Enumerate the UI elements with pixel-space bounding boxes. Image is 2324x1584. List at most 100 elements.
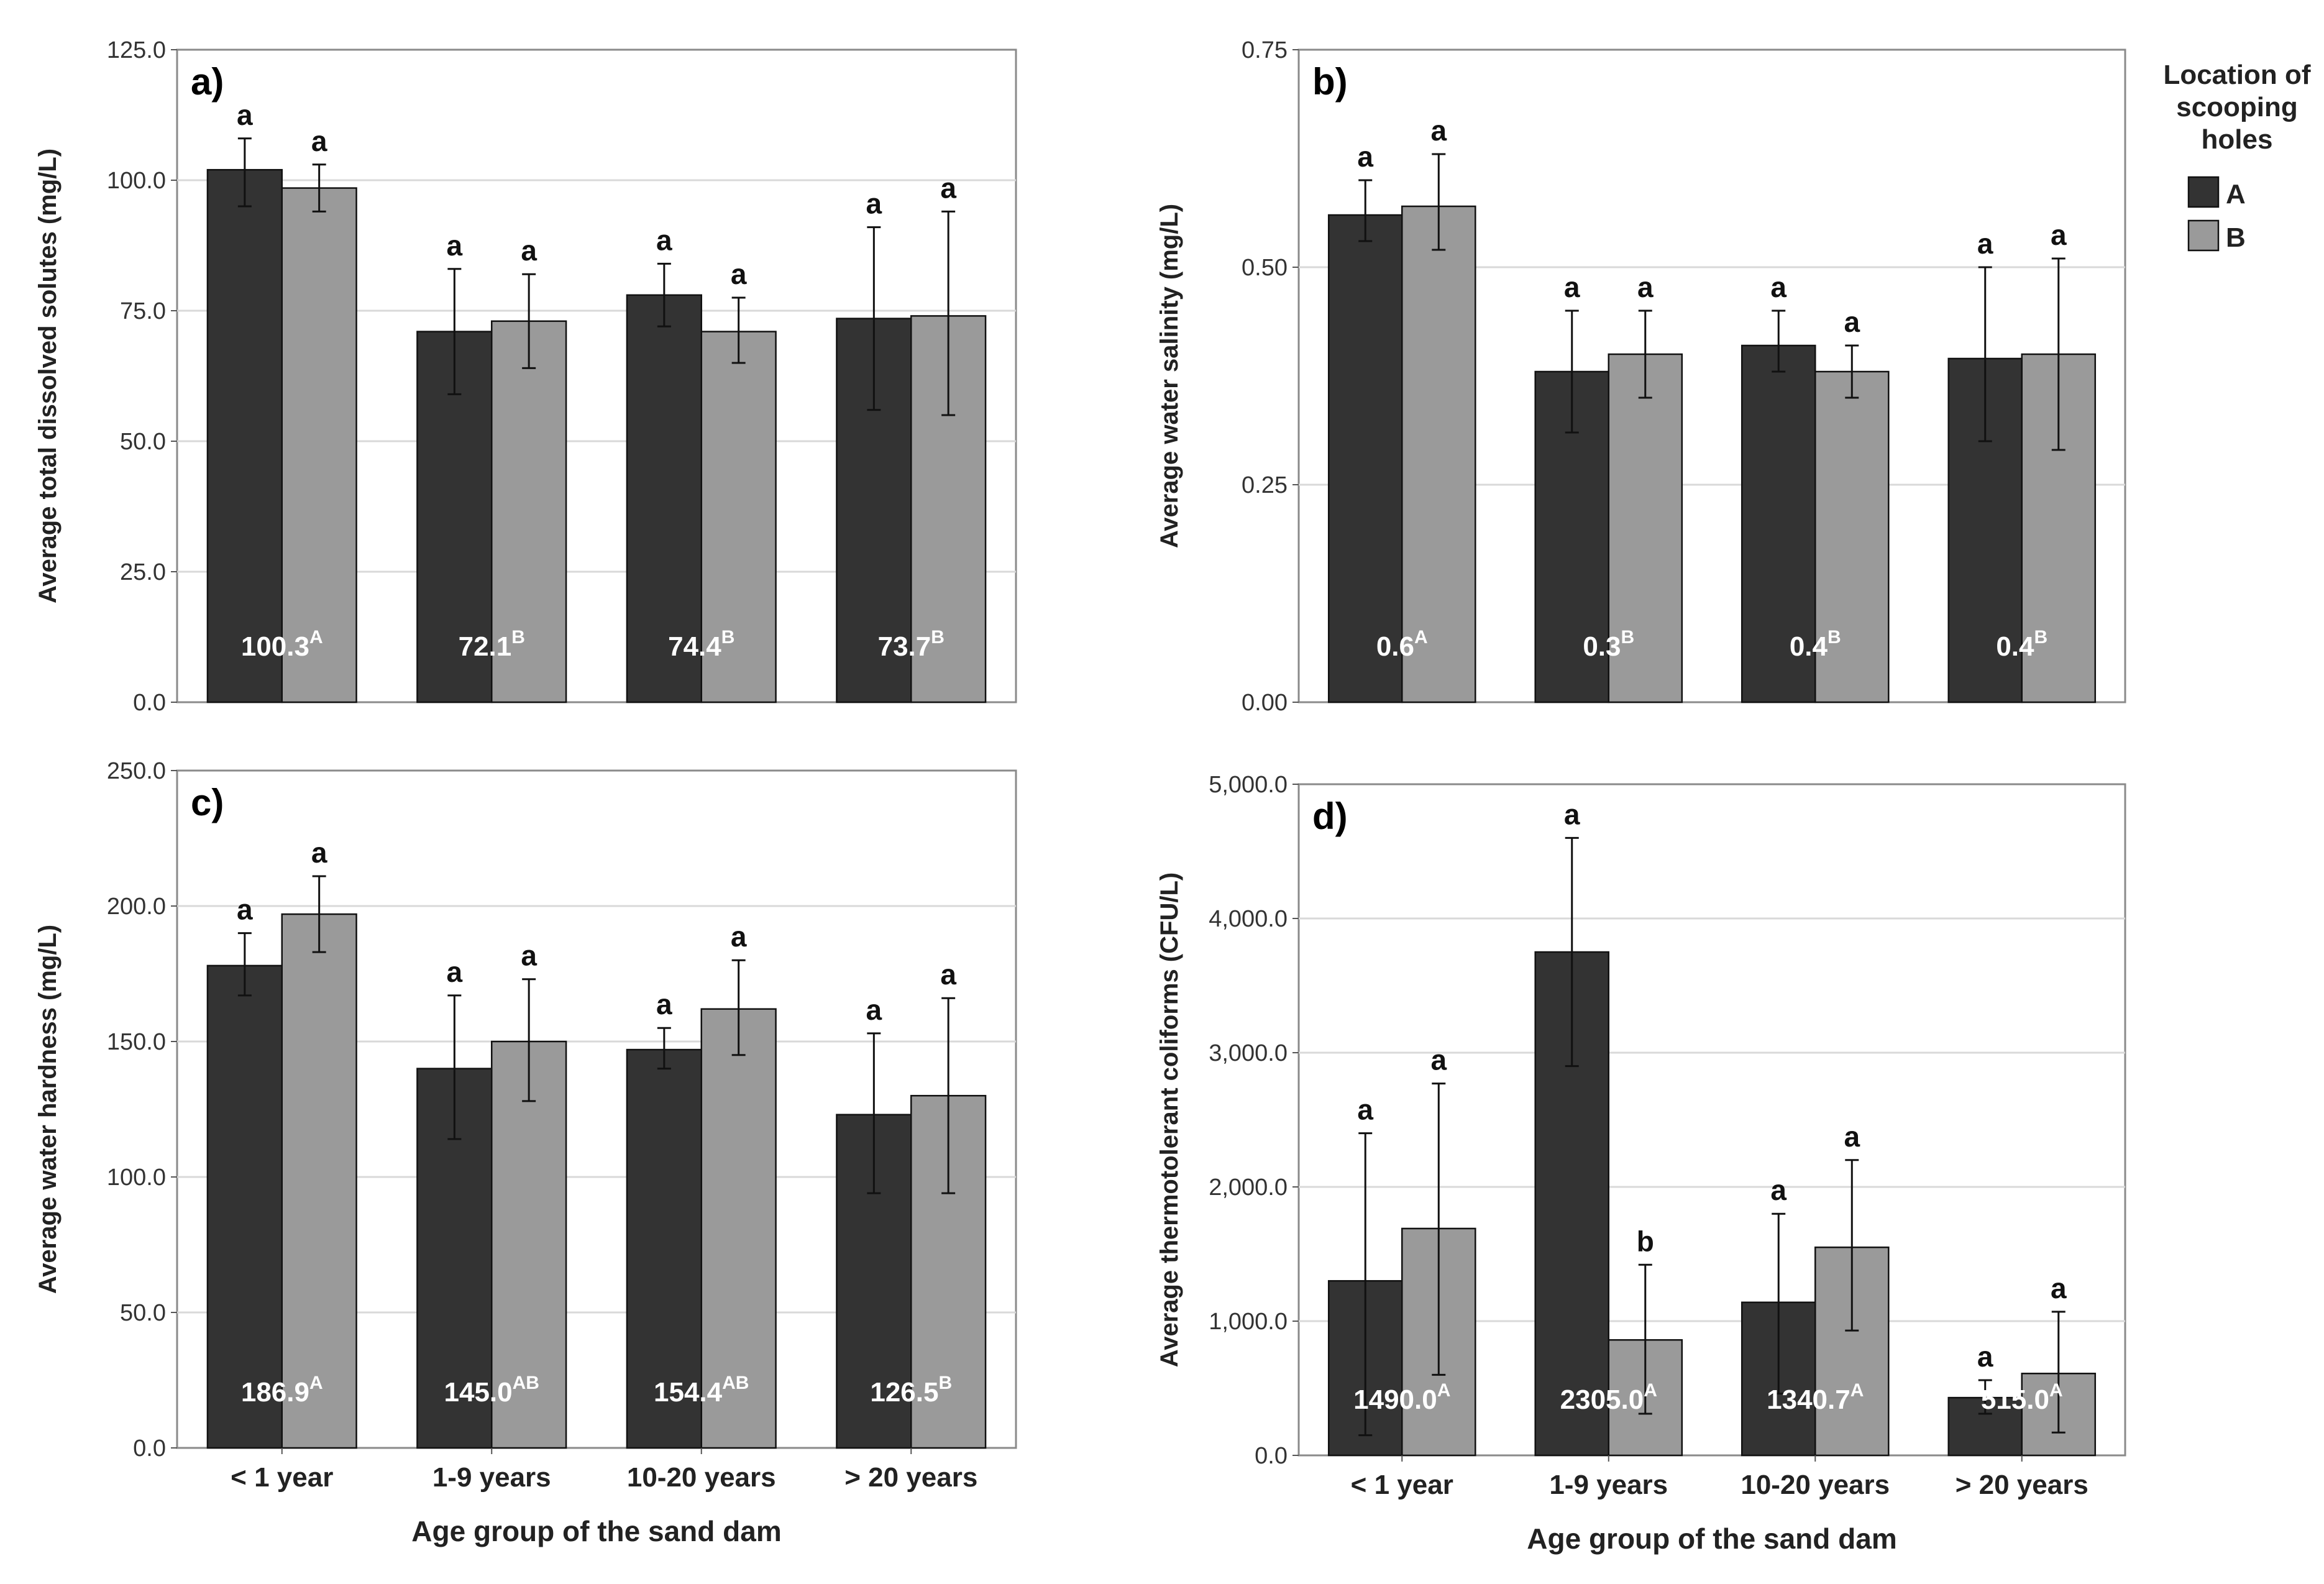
group-mean-label: 0.6A bbox=[1376, 627, 1428, 662]
group-mean-value: 1490.0 bbox=[1353, 1385, 1437, 1415]
group-mean-value: 154.4 bbox=[654, 1377, 723, 1408]
group-mean-value: 0.4 bbox=[1996, 631, 2034, 662]
significance-letter: a bbox=[1844, 306, 1860, 338]
group-mean-label: 1490.0A bbox=[1353, 1380, 1450, 1415]
bar-a bbox=[626, 294, 702, 703]
y-tick-label: 50.0 bbox=[120, 429, 166, 455]
significance-letter: a bbox=[866, 994, 882, 1026]
group-mean-label: 0.3B bbox=[1583, 627, 1634, 662]
group-mean-superscript: A bbox=[1644, 1380, 1657, 1401]
group-mean-label: 0.4B bbox=[1996, 627, 2047, 662]
significance-letter: a bbox=[311, 125, 327, 157]
bar-a bbox=[206, 168, 283, 703]
group-mean-superscript: AB bbox=[513, 1373, 539, 1393]
significance-letter: a bbox=[237, 894, 253, 926]
x-tick-label: 1-9 years bbox=[1549, 1470, 1668, 1500]
group-mean-superscript: A bbox=[309, 1373, 323, 1393]
significance-letter: a bbox=[2051, 219, 2067, 251]
y-tick-label: 0.50 bbox=[1242, 255, 1288, 281]
x-tick-label: 10-20 years bbox=[1741, 1470, 1890, 1500]
group-mean-superscript: A bbox=[1851, 1380, 1864, 1401]
bar-b bbox=[281, 187, 357, 703]
bar-b bbox=[700, 331, 777, 703]
group-mean-value: 515.0 bbox=[1981, 1385, 2049, 1415]
group-mean-label: 126.5B bbox=[870, 1373, 952, 1408]
y-tick-label: 100.0 bbox=[107, 1165, 166, 1191]
bar-b bbox=[1401, 205, 1476, 703]
y-tick-label: 0.00 bbox=[1242, 690, 1288, 716]
x-tick-label: < 1 year bbox=[1351, 1470, 1453, 1500]
significance-letter: a bbox=[731, 258, 747, 290]
y-axis-label: Average total dissolved solutes (mg/L) bbox=[34, 149, 62, 603]
group-mean-superscript: A bbox=[2049, 1380, 2063, 1401]
group-mean-value: 72.1 bbox=[459, 631, 512, 662]
group-mean-label: 74.4B bbox=[668, 627, 734, 662]
group-mean-value: 1340.7 bbox=[1767, 1385, 1851, 1415]
bar-b bbox=[1814, 370, 1890, 703]
group-mean-label: 1340.7A bbox=[1767, 1380, 1864, 1415]
significance-letter: a bbox=[1357, 140, 1373, 173]
bar-b bbox=[700, 1008, 777, 1449]
y-tick-label: 1,000.0 bbox=[1209, 1309, 1288, 1335]
group-mean-label: 515.0A bbox=[1981, 1380, 2063, 1415]
panel-label: d) bbox=[1312, 795, 1348, 837]
legend-title: scooping bbox=[2176, 92, 2298, 122]
significance-letter: a bbox=[1564, 271, 1580, 303]
significance-letter: a bbox=[940, 172, 956, 204]
significance-letter: a bbox=[1564, 798, 1580, 830]
x-tick-label: > 20 years bbox=[1956, 1470, 2088, 1500]
bar-b bbox=[491, 1040, 567, 1449]
legend-label-b: B bbox=[2226, 222, 2246, 253]
bar-a bbox=[206, 964, 283, 1449]
bar-b bbox=[491, 320, 567, 703]
significance-letter: a bbox=[866, 188, 882, 220]
significance-letter: a bbox=[521, 234, 537, 267]
group-mean-superscript: A bbox=[1414, 627, 1428, 648]
bar-b bbox=[1814, 1246, 1890, 1457]
y-tick-label: 200.0 bbox=[107, 894, 166, 920]
group-mean-superscript: A bbox=[1437, 1380, 1451, 1401]
y-tick-label: 50.0 bbox=[120, 1300, 166, 1326]
significance-letter: a bbox=[1977, 1340, 1993, 1373]
significance-letter: a bbox=[1637, 271, 1654, 303]
x-tick-label: 1-9 years bbox=[432, 1462, 551, 1493]
group-mean-superscript: A bbox=[309, 627, 323, 648]
y-tick-label: 150.0 bbox=[107, 1029, 166, 1055]
significance-letter: a bbox=[656, 224, 672, 256]
group-mean-value: 73.7 bbox=[878, 631, 931, 662]
significance-letter: a bbox=[237, 99, 253, 131]
group-mean-value: 0.6 bbox=[1376, 631, 1414, 662]
y-tick-label: 0.25 bbox=[1242, 472, 1288, 498]
legend-title: Location of bbox=[2163, 60, 2310, 90]
significance-letter: a bbox=[521, 940, 537, 972]
y-tick-label: 75.0 bbox=[120, 298, 166, 324]
x-tick-label: < 1 year bbox=[231, 1462, 333, 1493]
bar-b bbox=[281, 913, 357, 1449]
y-tick-label: 0.0 bbox=[133, 1435, 166, 1462]
y-tick-label: 5,000.0 bbox=[1209, 772, 1288, 798]
chart-panel-4: 0.0 1,000.0 2,000.0 3,000.0 4,000.0 5,000.0 Av… bbox=[1156, 772, 2126, 1555]
significance-letter: a bbox=[1430, 1044, 1447, 1076]
y-tick-label: 25.0 bbox=[120, 559, 166, 585]
group-mean-value: 100.3 bbox=[241, 631, 309, 662]
y-tick-label: 100.0 bbox=[107, 168, 166, 194]
group-mean-superscript: AB bbox=[722, 1373, 749, 1393]
y-tick-label: 0.75 bbox=[1242, 37, 1288, 63]
group-mean-value: 126.5 bbox=[870, 1377, 938, 1408]
group-mean-superscript: B bbox=[931, 627, 945, 648]
group-mean-superscript: B bbox=[1621, 627, 1635, 648]
legend-swatch-a bbox=[2187, 176, 2220, 208]
group-mean-value: 0.3 bbox=[1583, 631, 1621, 662]
significance-letter: a bbox=[447, 956, 463, 988]
group-mean-value: 2305.0 bbox=[1560, 1385, 1644, 1415]
significance-letter: a bbox=[940, 958, 956, 991]
group-mean-label: 186.9A bbox=[241, 1373, 323, 1408]
group-mean-label: 0.4B bbox=[1790, 627, 1841, 662]
significance-letter: a bbox=[447, 229, 463, 262]
y-tick-label: 0.0 bbox=[133, 690, 166, 716]
significance-letter: a bbox=[1844, 1120, 1860, 1153]
group-mean-superscript: B bbox=[938, 1373, 952, 1393]
bar-a bbox=[1327, 214, 1403, 703]
